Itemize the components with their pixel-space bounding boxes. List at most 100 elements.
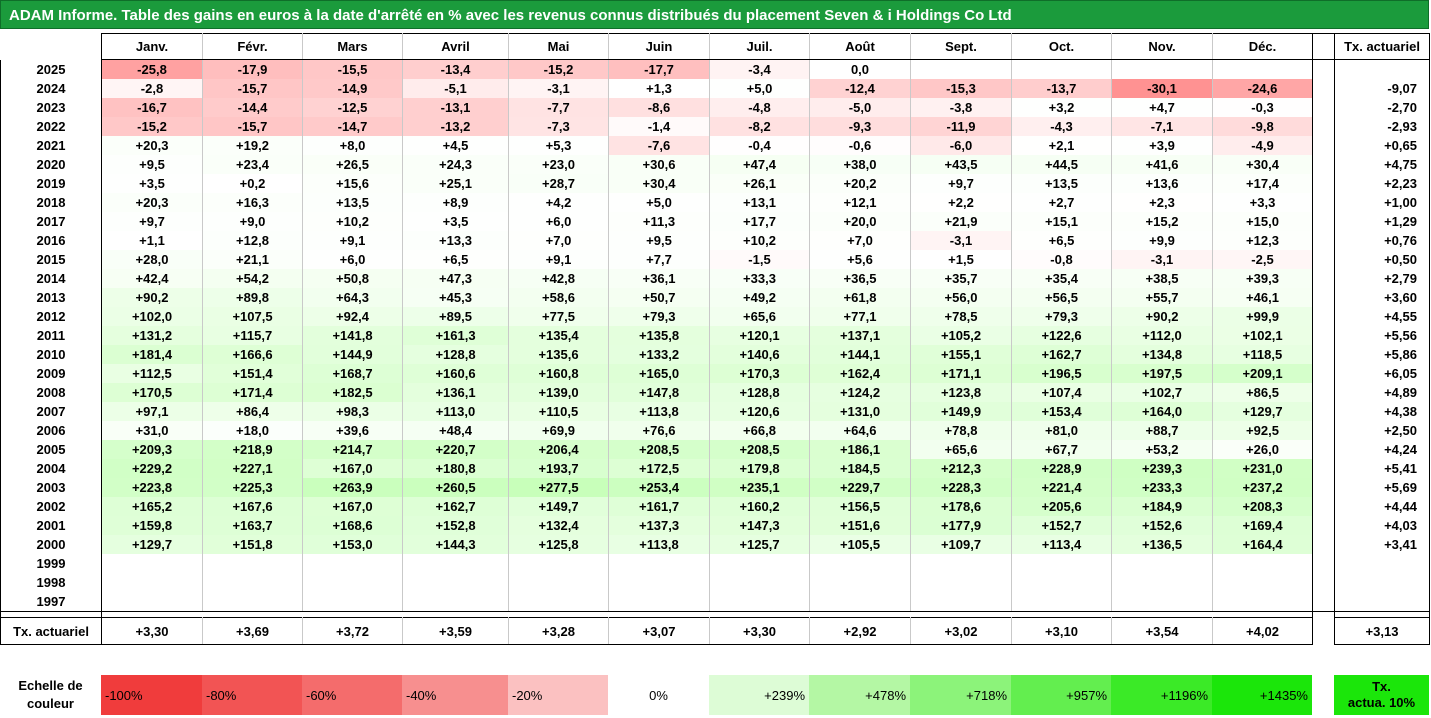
gain-cell: +235,1 <box>709 478 810 497</box>
year-label: 2015 <box>0 250 102 269</box>
gain-cell <box>1111 59 1213 79</box>
gain-cell: +58,6 <box>508 288 609 307</box>
gain-cell: +237,2 <box>1212 478 1313 497</box>
gain-cell: +25,1 <box>402 174 509 193</box>
gain-cell: +181,4 <box>101 345 203 364</box>
year-label: 2022 <box>0 117 102 136</box>
table-row: 2002 +165,2 +167,6 +167,0 +162,7 +149,7 +161,7… <box>0 497 1430 516</box>
gain-cell <box>202 592 303 612</box>
report-title: ADAM Informe. Table des gains en euros à… <box>0 0 1429 29</box>
actuarial-rate <box>1334 59 1430 79</box>
gain-cell: +177,9 <box>910 516 1012 535</box>
actuarial-rate: +5,86 <box>1334 345 1430 364</box>
gain-cell: +118,5 <box>1212 345 1313 364</box>
year-label: 2021 <box>0 136 102 155</box>
actuarial-rate: +4,03 <box>1334 516 1430 535</box>
gain-cell: +9,7 <box>910 174 1012 193</box>
actuarial-rate: +3,41 <box>1334 535 1430 554</box>
gain-cell: -13,2 <box>402 117 509 136</box>
scale-target-line2: actua. 10% <box>1347 695 1416 710</box>
gain-cell: +98,3 <box>302 402 403 421</box>
gain-cell: +135,8 <box>608 326 710 345</box>
gain-cell <box>709 592 810 612</box>
gain-cell: +10,2 <box>709 231 810 250</box>
gain-cell: +182,5 <box>302 383 403 402</box>
table-row: 1998 <box>0 573 1430 592</box>
gain-cell: -11,9 <box>910 117 1012 136</box>
gain-cell: +263,9 <box>302 478 403 497</box>
gain-cell: +26,1 <box>709 174 810 193</box>
footer-rate: +4,02 <box>1212 617 1313 645</box>
table-row: 1999 <box>0 554 1430 573</box>
gain-cell: +167,0 <box>302 497 403 516</box>
footer-rate: +2,92 <box>809 617 911 645</box>
gain-cell <box>302 573 403 592</box>
gain-cell: +4,7 <box>1111 98 1213 117</box>
gain-cell: +3,3 <box>1212 193 1313 212</box>
gain-cell: +205,6 <box>1011 497 1112 516</box>
table-row: 2006 +31,0 +18,0 +39,6 +48,4 +69,9 +76,6 +66,8 +… <box>0 421 1430 440</box>
gain-cell: +223,8 <box>101 478 203 497</box>
gain-cell: +137,3 <box>608 516 710 535</box>
gain-cell: -15,3 <box>910 79 1012 98</box>
gain-cell: +90,2 <box>101 288 203 307</box>
gain-cell: +179,8 <box>709 459 810 478</box>
footer-rate: +3,02 <box>910 617 1012 645</box>
gain-cell: +1,3 <box>608 79 710 98</box>
gain-cell: +30,4 <box>608 174 710 193</box>
column-gap <box>1312 592 1335 612</box>
gain-cell: +115,7 <box>202 326 303 345</box>
gain-cell <box>508 573 609 592</box>
actuarial-rate: -2,93 <box>1334 117 1430 136</box>
gain-cell: +35,7 <box>910 269 1012 288</box>
gain-cell: +6,5 <box>402 250 509 269</box>
gain-cell: -0,4 <box>709 136 810 155</box>
gain-cell: -15,7 <box>202 117 303 136</box>
gain-cell: +36,5 <box>809 269 911 288</box>
gain-cell: -15,2 <box>101 117 203 136</box>
gain-cell: +125,7 <box>709 535 810 554</box>
gain-cell: +77,5 <box>508 307 609 326</box>
month-header: Juil. <box>709 33 810 60</box>
year-label: 2013 <box>0 288 102 307</box>
month-header-row: Janv. Févr. Mars Avril Mai Juin Juil. Août Sept.… <box>1 33 1430 60</box>
footer-rate: +3,54 <box>1111 617 1213 645</box>
year-label: 2007 <box>0 402 102 421</box>
gain-cell: +39,6 <box>302 421 403 440</box>
month-header: Mars <box>302 33 403 60</box>
table-row: 2011 +131,2 +115,7 +141,8 +161,3 +135,4 +135,8… <box>0 326 1430 345</box>
gain-cell: +144,9 <box>302 345 403 364</box>
gain-cell <box>1011 573 1112 592</box>
gain-cell: +53,2 <box>1111 440 1213 459</box>
gain-cell: -4,9 <box>1212 136 1313 155</box>
gain-cell: +9,0 <box>202 212 303 231</box>
gain-cell: +149,9 <box>910 402 1012 421</box>
gain-cell: +5,0 <box>709 79 810 98</box>
column-gap <box>1313 231 1335 250</box>
gain-cell: +86,5 <box>1212 383 1313 402</box>
gain-cell: +47,4 <box>709 155 810 174</box>
gain-cell: +20,2 <box>809 174 911 193</box>
month-header: Janv. <box>101 33 203 60</box>
month-header: Nov. <box>1111 33 1213 60</box>
gain-cell: +112,0 <box>1111 326 1213 345</box>
gain-cell: -16,7 <box>101 98 203 117</box>
footer-rate: +3,72 <box>302 617 403 645</box>
table-row: 2013 +90,2 +89,8 +64,3 +45,3 +58,6 +50,7 +49,2 +… <box>0 288 1430 307</box>
gain-cell: +61,8 <box>809 288 911 307</box>
gain-cell: 0,0 <box>809 59 911 79</box>
footer-rate: +3,28 <box>508 617 609 645</box>
gain-cell: -8,2 <box>709 117 810 136</box>
gain-cell: +209,3 <box>101 440 203 459</box>
gain-cell: +13,1 <box>709 193 810 212</box>
gain-cell: +159,8 <box>101 516 203 535</box>
gain-cell: +184,9 <box>1111 497 1213 516</box>
column-gap <box>1313 212 1335 231</box>
footer-rate: +3,69 <box>202 617 303 645</box>
gain-cell: +163,7 <box>202 516 303 535</box>
gain-cell: +8,0 <box>302 136 403 155</box>
gain-cell: +99,9 <box>1212 307 1313 326</box>
gain-cell: +18,0 <box>202 421 303 440</box>
gain-cell: -9,8 <box>1212 117 1313 136</box>
scale-target: Tx. actua. 10% <box>1334 675 1429 715</box>
